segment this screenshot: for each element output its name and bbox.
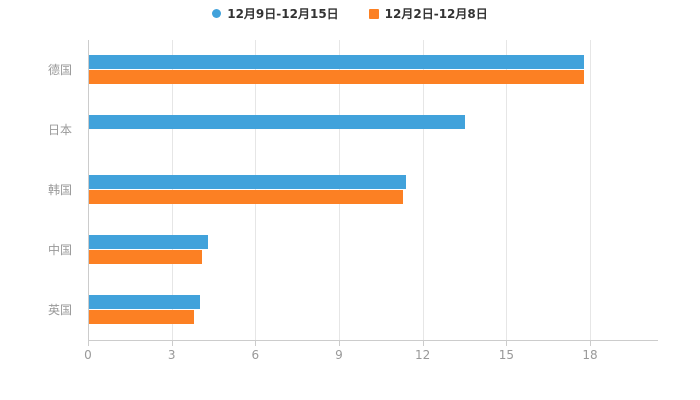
x-tick-label: 6 [251,348,260,362]
bar[interactable] [88,235,208,249]
category-labels: 德国日本韩国中国英国 [0,40,80,340]
x-tick-label: 9 [335,348,343,362]
bar[interactable] [88,175,406,189]
x-axis-line [88,340,658,341]
legend-label: 12月9日-12月15日 [227,7,339,21]
bar[interactable] [88,55,585,69]
circle-legend-marker-icon [212,9,222,18]
x-tick-mark [339,341,340,346]
square-legend-marker-icon [368,8,379,19]
x-tick-mark [171,341,173,346]
category-label: 中国 [47,243,72,257]
gridline [590,40,591,340]
bar[interactable] [88,295,200,309]
x-tick-label: 15 [498,348,514,362]
category-label: 韩国 [47,183,72,197]
x-tick-label: 12 [415,348,431,362]
bar[interactable] [88,310,194,324]
category-label: 德国 [47,63,72,77]
gridline [422,40,424,340]
legend-item[interactable]: 12月2日-12月8日 [368,5,488,22]
x-tick-mark [590,341,591,346]
bar[interactable] [88,190,404,204]
y-axis-line [88,40,89,340]
gridline [506,40,508,340]
x-tick-mark [422,341,424,346]
x-tick-mark [255,341,257,346]
bar[interactable] [88,250,203,264]
legend-label: 12月2日-12月8日 [384,7,488,21]
x-tick-label: 18 [582,348,598,362]
x-axis-labels: 0 3 6 9 12 15 18 [84,348,597,364]
legend-item[interactable]: 12月9日-12月15日 [212,5,339,22]
x-tick-mark [88,341,89,346]
category-label: 英国 [47,303,72,317]
bar[interactable] [88,70,585,84]
plot-area [88,40,591,340]
legend: 12月9日-12月15日 12月2日-12月8日 [0,5,700,22]
x-tick-label: 0 [84,348,92,362]
x-axis-ticks [88,341,591,346]
category-label: 日本 [47,123,72,137]
x-tick-mark [506,341,508,346]
x-tick-label: 3 [167,348,176,362]
bar[interactable] [88,115,465,129]
